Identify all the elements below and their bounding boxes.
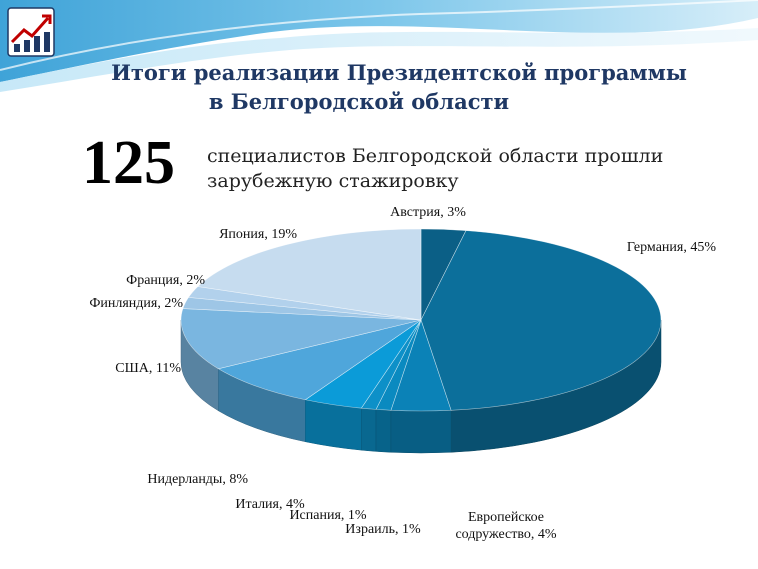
pie-top: [180, 228, 662, 412]
slice-label-Финляндия: Финляндия, 2%: [89, 296, 183, 311]
slice-label-Израиль: Израиль, 1%: [345, 522, 421, 537]
slice-label-Австрия: Австрия, 3%: [390, 205, 466, 220]
slice-label-Италия: Италия, 4%: [235, 497, 305, 512]
slice-label-Европейское содружество: Европейское содружество, 4%: [455, 510, 556, 542]
pie-slice-Нидерланды: [217, 319, 422, 401]
slice-label-Япония: Япония, 19%: [219, 227, 297, 242]
pie-side-2: [390, 410, 452, 454]
page-title-line1: Итоги реализации Президентской программы: [111, 60, 687, 85]
slice-label-Германия: Германия, 45%: [627, 240, 716, 255]
pie-labels: Австрия, 3% Германия, 45% Европейское содру…: [89, 205, 716, 542]
description: специалистов Белгородской области прошли…: [207, 144, 707, 194]
pie-slice-Германия: [420, 230, 662, 411]
wave-line: [0, 0, 758, 71]
slice-label-США: США, 11%: [115, 361, 181, 376]
pie-slice-США: [180, 308, 422, 370]
logo-icon: [7, 7, 55, 57]
slice-label-Франция: Франция, 2%: [126, 273, 205, 288]
page-title-line2: в Белгородской области: [208, 89, 510, 114]
pie-side-4: [361, 407, 377, 452]
description-line1: специалистов Белгородской области прошли: [207, 145, 664, 167]
slice-label-Испания: Испания, 1%: [289, 508, 366, 523]
wave-mid: [0, 28, 758, 92]
pie-side-3: [375, 409, 392, 453]
description-line2: зарубежную стажировку: [207, 170, 459, 192]
specialist-count: 125: [82, 129, 175, 197]
wave-top: [0, 0, 758, 82]
slice-label-Нидерланды: Нидерланды, 8%: [147, 472, 248, 487]
pie-slice-Япония: [197, 228, 422, 321]
